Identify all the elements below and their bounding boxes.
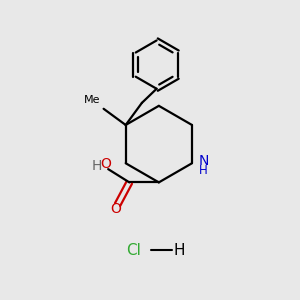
Text: H: H [174,243,185,258]
Text: N: N [199,154,209,168]
Text: H: H [199,164,207,177]
Text: O: O [111,202,122,216]
Text: Me: Me [84,95,100,105]
Text: Cl: Cl [126,243,141,258]
Text: H: H [92,159,102,173]
Text: O: O [101,157,112,171]
